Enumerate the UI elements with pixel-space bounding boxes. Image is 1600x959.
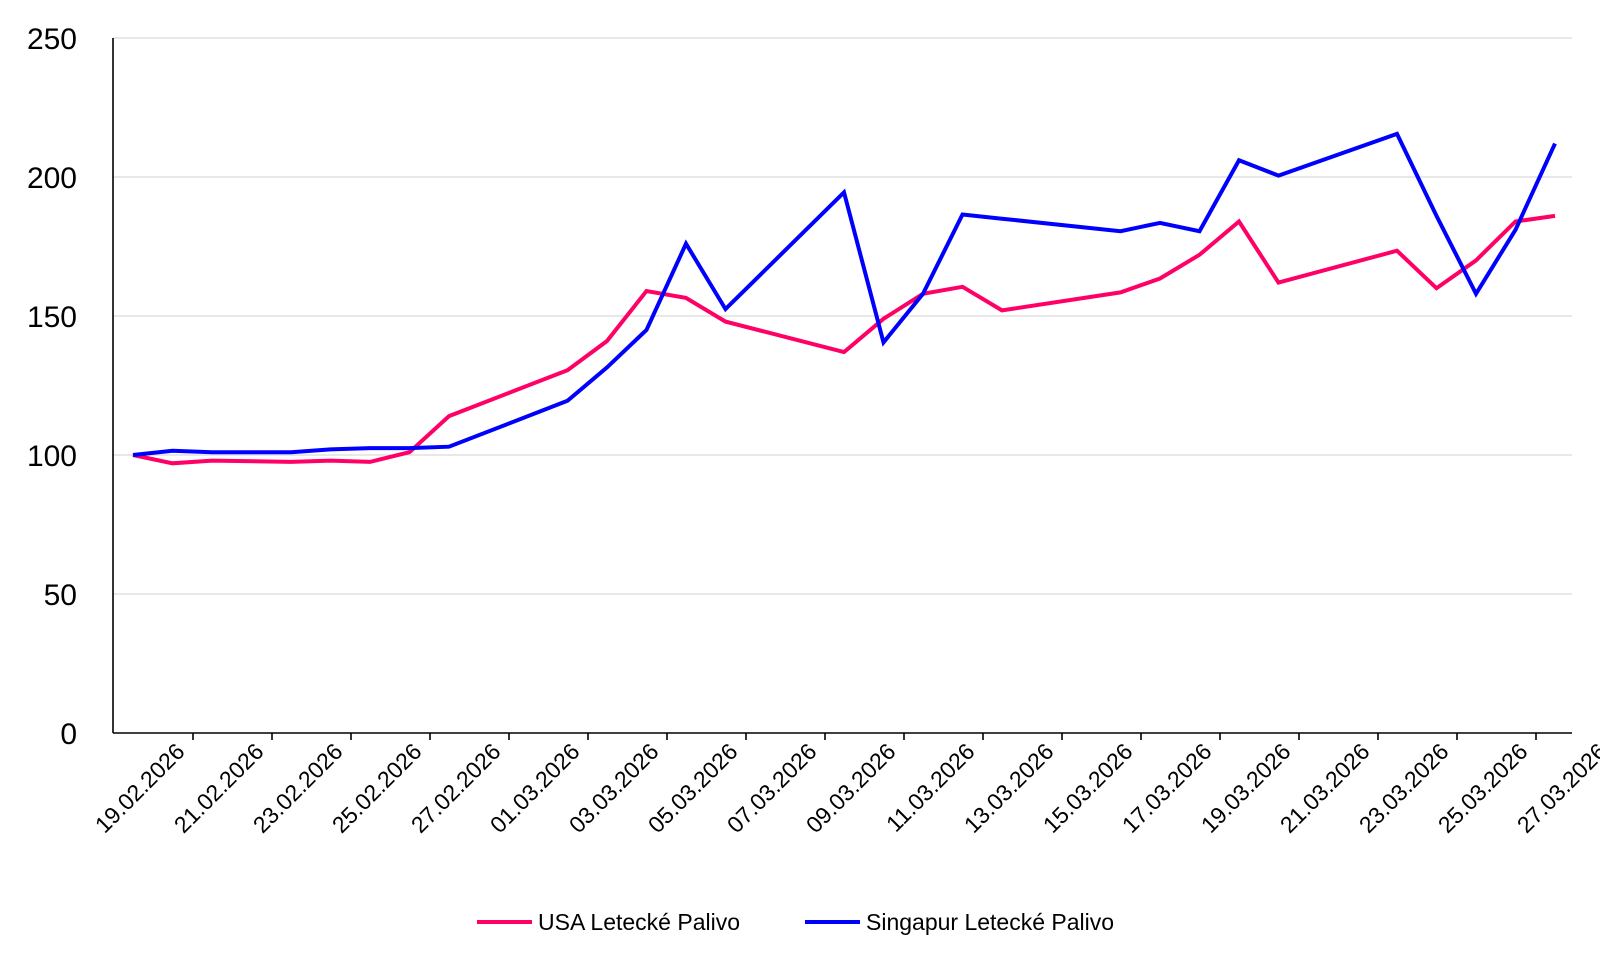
- y-tick-label: 200: [27, 162, 77, 195]
- y-axis-ticks: 0 50 100 150 200 250: [27, 23, 77, 751]
- y-tick-label: 100: [27, 440, 77, 473]
- legend: USA Letecké Palivo Singapur Letecké Pali…: [477, 909, 1114, 935]
- y-tick-label: 50: [44, 579, 77, 612]
- y-tick-label: 150: [27, 301, 77, 334]
- series-line-singapur: [132, 131, 1557, 457]
- y-tick-label: 250: [27, 23, 77, 56]
- series-lines: [132, 131, 1557, 466]
- legend-label-usa: USA Letecké Palivo: [538, 909, 740, 935]
- series-line-usa: [132, 213, 1556, 466]
- x-axis-ticks: 19.02.202621.02.202623.02.202625.02.2026…: [90, 733, 1600, 838]
- legend-label-singapur: Singapur Letecké Palivo: [866, 909, 1114, 935]
- y-tick-label: 0: [60, 718, 77, 751]
- gridlines: [113, 37, 1572, 595]
